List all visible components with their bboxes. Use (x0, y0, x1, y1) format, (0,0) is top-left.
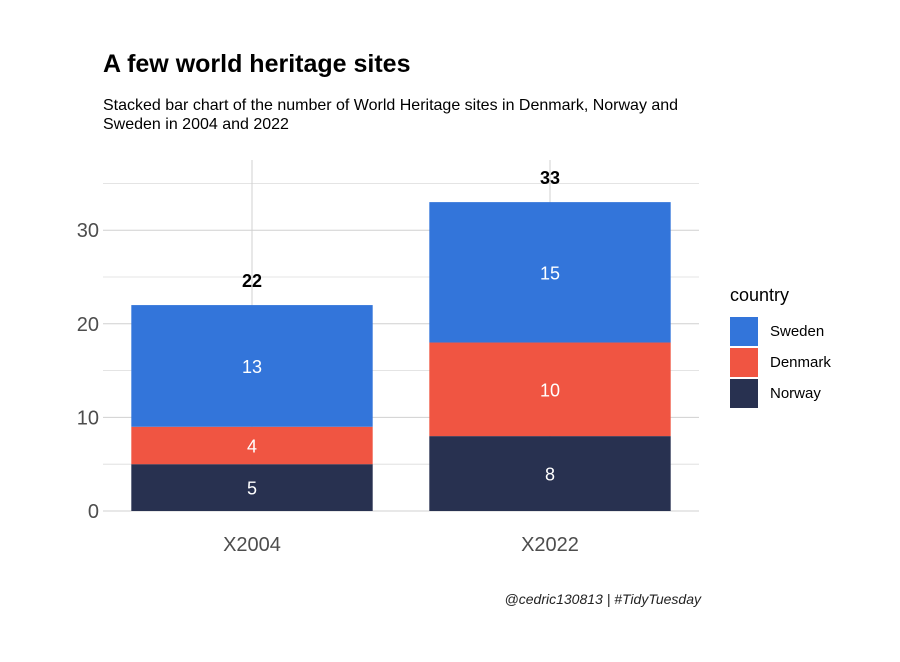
bars (131, 202, 671, 511)
x-tick-label: X2004 (223, 534, 281, 556)
legend-swatch-sweden (730, 317, 758, 346)
chart-subtitle: Stacked bar chart of the number of World… (103, 97, 679, 133)
segment-label: 13 (242, 357, 262, 377)
total-label: 33 (540, 168, 560, 188)
chart-caption: @cedric130813 | #TidyTuesday (504, 591, 701, 607)
legend-item-sweden: Sweden (730, 316, 831, 347)
total-label: 22 (242, 271, 262, 291)
legend-title: country (730, 285, 790, 305)
bar-segment-sweden-x2022 (429, 202, 671, 343)
chart-title: A few world heritage sites (103, 50, 411, 78)
segment-label: 8 (545, 465, 555, 485)
legend-item-denmark: Denmark (730, 347, 831, 378)
y-tick-label: 30 (77, 220, 99, 242)
legend-label-norway: Norway (770, 385, 821, 402)
bar-segment-denmark-x2022 (429, 342, 671, 437)
x-tick-label: X2022 (521, 534, 579, 556)
segment-label: 5 (247, 479, 257, 499)
bar-segment-norway-x2004 (131, 464, 373, 511)
legend-item-norway: Norway (730, 378, 831, 409)
legend-label-denmark: Denmark (770, 354, 831, 371)
y-tick-label: 0 (88, 501, 99, 523)
legend-label-sweden: Sweden (770, 323, 825, 340)
axis-labels: X2004 X2022 0 10 20 30 (77, 220, 579, 556)
legend: country Sweden Denmark Norway (730, 285, 831, 409)
legend-swatch-denmark (730, 348, 758, 377)
bar-segment-denmark-x2004 (131, 426, 373, 465)
bar-segment-sweden-x2004 (131, 305, 373, 427)
segment-label: 10 (540, 380, 560, 400)
y-tick-label: 20 (77, 314, 99, 336)
segment-label: 4 (247, 436, 257, 456)
y-tick-label: 10 (77, 407, 99, 429)
bar-segment-norway-x2022 (429, 436, 671, 511)
data-labels: 5 4 13 22 8 10 15 33 (242, 168, 560, 498)
segment-label: 15 (540, 263, 560, 283)
legend-swatch-norway (730, 379, 758, 408)
